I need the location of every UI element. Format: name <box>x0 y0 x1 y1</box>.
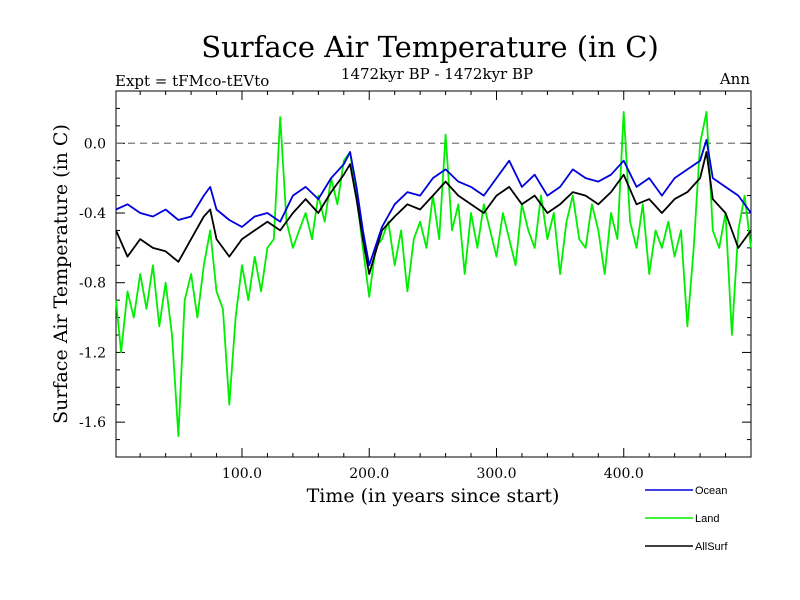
legend-label-ocean: Ocean <box>695 485 727 497</box>
y-axis-label: Surface Air Temperature (in C) <box>50 124 72 424</box>
x-axis-label: Time (in years since start) <box>307 485 560 507</box>
chart-title: Surface Air Temperature (in C) <box>201 30 659 64</box>
series-line-allsurf <box>115 151 752 275</box>
axis-ticks <box>116 91 751 457</box>
y-tick-label: 0.0 <box>84 136 106 152</box>
y-tick-labels: 0.0 -0.4 -0.8 -1.2 -1.6 <box>79 136 106 431</box>
y-tick-label: -0.8 <box>79 276 106 292</box>
season-label: Ann <box>719 70 750 88</box>
series-lines <box>115 111 752 438</box>
x-tick-label: 200.0 <box>349 466 389 482</box>
chart-subtitle: 1472kyr BP - 1472kyr BP <box>341 65 533 83</box>
x-tick-label: 300.0 <box>476 466 516 482</box>
x-tick-label: 400.0 <box>604 466 644 482</box>
legend-label-land: Land <box>695 513 719 525</box>
y-tick-label: -1.2 <box>79 345 106 361</box>
x-tick-labels: 100.0 200.0 300.0 400.0 <box>222 466 644 482</box>
y-tick-label: -0.4 <box>79 206 106 222</box>
legend-label-allsurf: AllSurf <box>695 541 728 553</box>
x-tick-label: 100.0 <box>222 466 262 482</box>
series-line-land <box>115 111 752 438</box>
experiment-label: Expt = tFMco-tEVto <box>115 72 269 90</box>
y-tick-label: -1.6 <box>79 415 106 431</box>
plot-frame <box>115 90 752 458</box>
legend: Ocean Land AllSurf <box>645 485 728 553</box>
series-line-ocean <box>115 138 752 267</box>
